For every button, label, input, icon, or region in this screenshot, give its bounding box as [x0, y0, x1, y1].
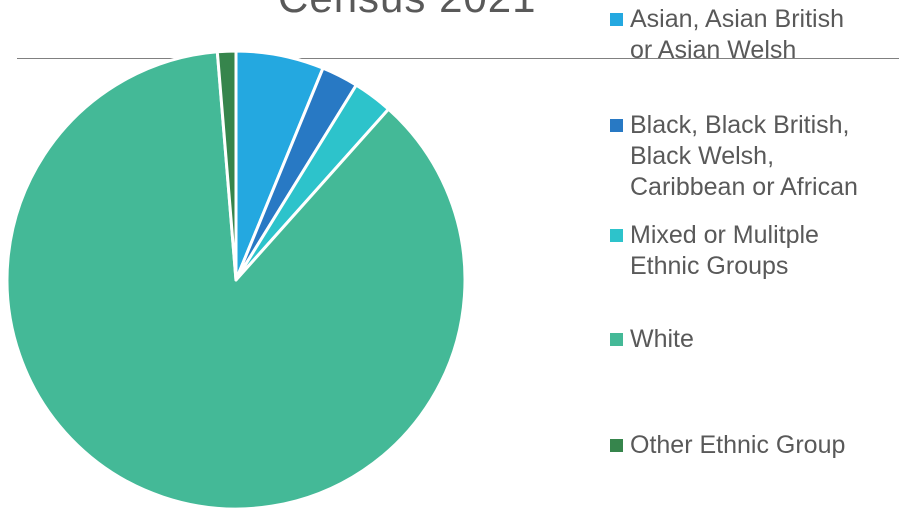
legend-label: Mixed or Mulitple Ethnic Groups	[630, 221, 819, 280]
divider-line	[17, 58, 899, 59]
legend-label: Black, Black British, Black Welsh, Carib…	[630, 111, 858, 201]
pie-chart	[5, 49, 467, 509]
legend-swatch	[610, 439, 623, 452]
legend-label: White	[630, 325, 694, 353]
legend-swatch	[610, 119, 623, 132]
pie-slice-other	[215, 49, 238, 282]
legend-swatch	[610, 13, 623, 26]
chart-title: Census 2021	[278, 0, 537, 22]
legend-label: Asian, Asian British or Asian Welsh	[630, 5, 844, 64]
legend-label: Other Ethnic Group	[630, 431, 846, 459]
legend-swatch	[610, 229, 623, 242]
legend-swatch	[610, 333, 623, 346]
